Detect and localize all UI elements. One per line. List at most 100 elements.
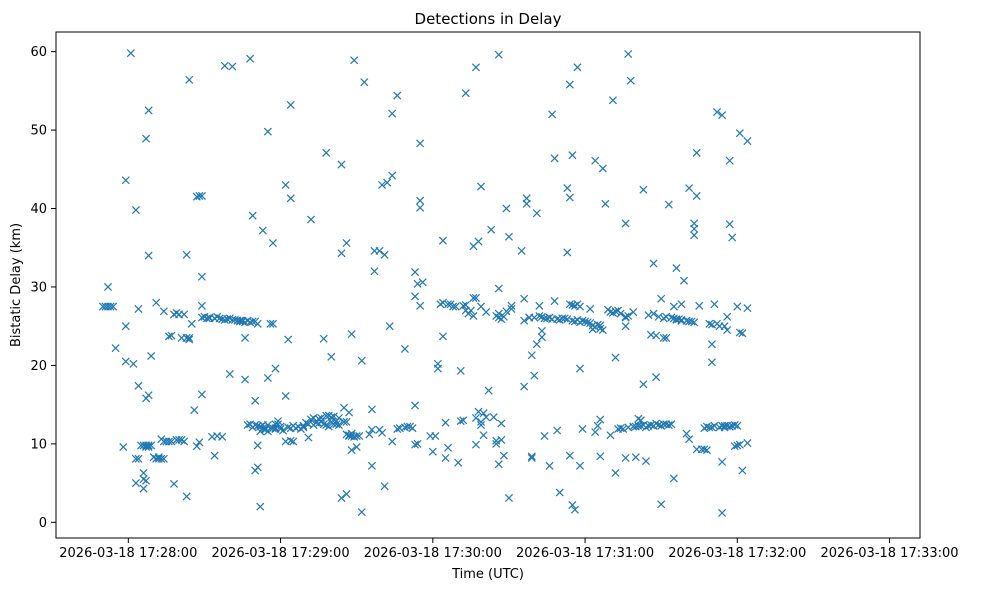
detection-point — [667, 313, 676, 322]
detection-point — [210, 451, 219, 460]
detection-point — [350, 56, 359, 65]
y-tick-label: 30 — [30, 280, 47, 295]
detection-point — [723, 312, 732, 321]
detection-point — [710, 300, 719, 309]
detection-point — [332, 420, 341, 429]
detection-point — [220, 61, 229, 70]
detection-point — [735, 328, 744, 337]
detection-point — [497, 419, 506, 428]
detection-point — [575, 461, 585, 470]
detection-point — [611, 468, 620, 477]
detection-point — [263, 373, 272, 382]
detection-point — [454, 458, 463, 467]
detection-point — [400, 344, 409, 353]
detection-point — [563, 184, 572, 193]
detection-point — [286, 436, 295, 445]
detection-point — [167, 331, 176, 340]
detection-point — [497, 435, 506, 444]
detection-point — [403, 422, 412, 431]
detection-point — [705, 319, 714, 328]
detection-point — [339, 417, 349, 426]
detection-point — [139, 475, 148, 484]
detection-point — [641, 457, 650, 466]
detection-point — [672, 264, 681, 273]
detection-point — [126, 49, 135, 58]
detection-point — [649, 309, 658, 318]
detection-point — [608, 96, 617, 105]
detection-point — [738, 466, 747, 475]
detection-point — [664, 200, 673, 209]
detection-point — [251, 396, 260, 405]
detection-point — [147, 351, 156, 361]
detection-point — [182, 250, 191, 259]
detection-point — [535, 301, 544, 310]
detection-point — [411, 440, 420, 449]
detection-point — [144, 391, 153, 400]
detection-point — [679, 276, 689, 285]
detection-point — [616, 424, 625, 433]
detection-point — [324, 422, 333, 431]
detection-point — [634, 414, 643, 423]
detection-point — [185, 75, 194, 84]
detection-point — [487, 225, 496, 234]
detection-point — [459, 416, 468, 425]
detection-point — [527, 452, 536, 461]
detection-point — [662, 333, 671, 342]
detection-point — [517, 246, 526, 255]
detection-point — [436, 300, 445, 309]
detection-point — [461, 89, 470, 98]
detection-point — [286, 100, 295, 109]
detection-point — [253, 319, 262, 328]
detection-point — [474, 237, 483, 246]
detection-point — [228, 62, 237, 71]
detection-point — [182, 492, 191, 501]
detection-point — [276, 422, 285, 431]
detection-point — [157, 454, 166, 463]
detection-point — [548, 110, 557, 119]
detection-point — [268, 319, 277, 328]
detection-point — [378, 428, 387, 437]
detection-point — [499, 451, 508, 460]
detection-point — [147, 441, 156, 450]
detection-point — [258, 226, 267, 235]
detection-point — [707, 340, 716, 349]
detection-point — [568, 501, 577, 510]
detection-point — [317, 413, 326, 422]
detection-point — [263, 127, 272, 136]
detection-point — [520, 294, 529, 303]
y-axis-ticks: 0 10 20 30 40 50 60 — [30, 45, 56, 531]
detection-point — [492, 439, 501, 448]
detection-point — [652, 373, 661, 382]
detection-point — [304, 433, 313, 442]
detection-point — [735, 129, 744, 138]
detection-point — [712, 107, 722, 117]
detection-point — [284, 423, 293, 432]
detection-point — [527, 351, 536, 360]
detection-point — [444, 443, 453, 452]
data-points — [98, 49, 752, 517]
detection-point — [591, 428, 600, 437]
detection-point — [393, 424, 402, 433]
detection-point — [180, 310, 189, 319]
detection-point — [197, 191, 206, 200]
detection-point — [428, 447, 437, 456]
detection-point — [621, 219, 630, 228]
detection-point — [411, 401, 420, 410]
detection-point — [733, 302, 742, 311]
detection-point — [360, 78, 369, 87]
detection-point — [611, 307, 620, 316]
detection-point — [530, 371, 539, 380]
detection-point — [195, 191, 204, 200]
detection-point — [494, 50, 503, 59]
detection-point — [380, 250, 389, 259]
detection-point — [530, 313, 539, 322]
detection-point — [131, 479, 140, 488]
detection-point — [565, 193, 574, 202]
detection-point — [215, 314, 224, 323]
detection-point — [598, 164, 607, 173]
detection-point — [631, 453, 640, 462]
detection-point — [537, 326, 546, 335]
detection-point — [284, 335, 293, 344]
detection-point — [502, 204, 511, 213]
